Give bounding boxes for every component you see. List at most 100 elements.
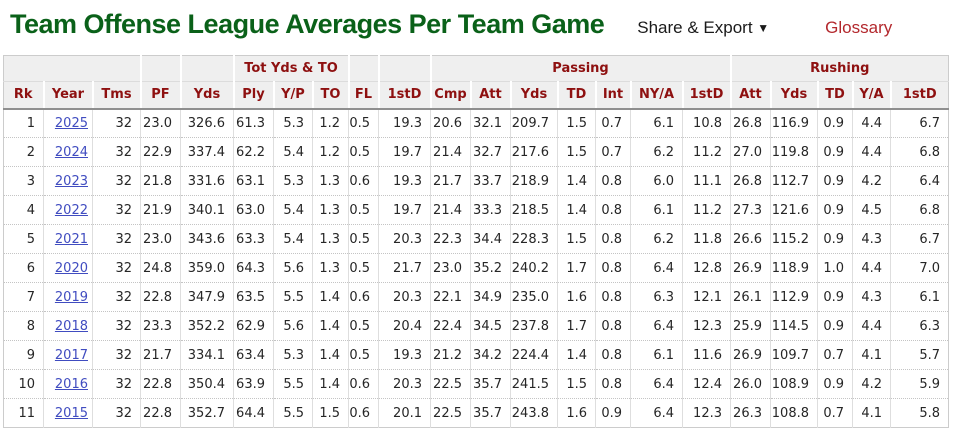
stat-cell: 21.4 bbox=[430, 137, 471, 167]
stat-cell: 61.3 bbox=[233, 108, 274, 138]
stat-cell: 6.4 bbox=[630, 311, 683, 341]
col-header-7-to[interactable]: TO bbox=[311, 81, 349, 110]
col-header-14-int[interactable]: Int bbox=[594, 81, 631, 110]
stat-cell: 1.0 bbox=[817, 253, 853, 283]
col-header-0-rk[interactable]: Rk bbox=[3, 81, 44, 110]
stat-cell: 22.4 bbox=[430, 311, 471, 341]
stat-cell: 237.8 bbox=[510, 311, 558, 341]
share-export-menu[interactable]: Share & Export ▼ bbox=[637, 18, 769, 38]
rank-cell: 1 bbox=[26, 115, 35, 131]
share-export-label: Share & Export bbox=[637, 18, 753, 37]
col-header-20-y-a[interactable]: Y/A bbox=[851, 81, 891, 110]
group-header-spacer bbox=[377, 55, 431, 82]
col-header-2-tms[interactable]: Tms bbox=[91, 81, 141, 110]
col-header-10-cmp[interactable]: Cmp bbox=[429, 81, 471, 110]
stat-cell: 0.7 bbox=[595, 108, 631, 138]
year-link[interactable]: 2018 bbox=[54, 318, 88, 334]
year-link[interactable]: 2023 bbox=[54, 173, 88, 189]
year-link[interactable]: 2015 bbox=[54, 405, 88, 421]
stat-cell: 1.6 bbox=[557, 282, 596, 312]
stat-cell: 24.8 bbox=[140, 253, 181, 283]
col-header-11-att[interactable]: Att bbox=[469, 81, 511, 110]
col-header-1-year[interactable]: Year bbox=[42, 81, 93, 110]
stat-cell: 32 bbox=[92, 398, 141, 428]
stat-cell: 26.3 bbox=[730, 398, 771, 428]
stat-cell: 0.8 bbox=[595, 195, 631, 225]
stat-cell: 6.2 bbox=[630, 224, 683, 254]
stat-cell: 26.6 bbox=[730, 224, 771, 254]
stat-cell: 115.2 bbox=[770, 224, 818, 254]
stat-cell: 27.3 bbox=[730, 195, 771, 225]
col-header-21-1std[interactable]: 1stD bbox=[889, 81, 949, 110]
stat-cell: 6.1 bbox=[630, 195, 683, 225]
stat-cell: 0.7 bbox=[817, 340, 853, 370]
year-link[interactable]: 2019 bbox=[54, 289, 88, 305]
stat-cell: 112.9 bbox=[770, 282, 818, 312]
stat-cell: 11.2 bbox=[682, 195, 731, 225]
stat-cell: 22.3 bbox=[430, 224, 471, 254]
stat-cell: 20.3 bbox=[378, 224, 431, 254]
table-row: 11 2015 32 22.8 352.7 64.4 5.5 1.5 0.6 20.1 22.5 35… bbox=[3, 398, 949, 428]
year-cell: 2022 bbox=[43, 195, 93, 225]
stat-cell: 108.9 bbox=[770, 369, 818, 399]
stat-cell: 235.0 bbox=[510, 282, 558, 312]
col-header-12-yds[interactable]: Yds bbox=[509, 81, 558, 110]
stat-cell: 23.0 bbox=[140, 108, 181, 138]
year-link[interactable]: 2021 bbox=[54, 231, 88, 247]
stat-cell: 21.9 bbox=[140, 195, 181, 225]
col-header-18-yds[interactable]: Yds bbox=[769, 81, 818, 110]
stat-cell: 6.1 bbox=[630, 108, 683, 138]
stat-cell: 0.8 bbox=[595, 340, 631, 370]
col-header-8-fl[interactable]: FL bbox=[347, 81, 379, 110]
stat-cell: 21.8 bbox=[140, 166, 181, 196]
stat-cell: 0.5 bbox=[348, 137, 379, 167]
stat-cell: 32 bbox=[92, 166, 141, 196]
stat-cell: 64.3 bbox=[233, 253, 274, 283]
stat-cell: 22.1 bbox=[430, 282, 471, 312]
stat-cell: 1.2 bbox=[312, 108, 349, 138]
col-header-4-yds[interactable]: Yds bbox=[179, 81, 234, 110]
col-header-3-pf[interactable]: PF bbox=[139, 81, 181, 110]
stat-cell: 352.7 bbox=[180, 398, 234, 428]
stat-cell: 1.5 bbox=[557, 137, 596, 167]
col-header-6-y-p[interactable]: Y/P bbox=[272, 81, 313, 110]
stat-cell: 32 bbox=[92, 108, 141, 138]
table-row: 7 2019 32 22.8 347.9 63.5 5.5 1.4 0.6 20.3 22.1 34.… bbox=[3, 282, 949, 312]
stat-cell: 5.5 bbox=[273, 282, 313, 312]
col-header-16-1std[interactable]: 1stD bbox=[681, 81, 731, 110]
stat-cell: 1.3 bbox=[312, 253, 349, 283]
year-link[interactable]: 2024 bbox=[54, 144, 88, 160]
col-header-9-1std[interactable]: 1stD bbox=[377, 81, 431, 110]
stat-cell: 1.4 bbox=[312, 369, 349, 399]
year-link[interactable]: 2020 bbox=[54, 260, 88, 276]
stat-cell: 1.5 bbox=[557, 369, 596, 399]
stat-cell: 1.4 bbox=[557, 340, 596, 370]
stat-cell: 32 bbox=[92, 369, 141, 399]
rank-cell: 10 bbox=[3, 369, 44, 399]
stat-cell: 4.4 bbox=[852, 108, 891, 138]
col-header-13-td[interactable]: TD bbox=[556, 81, 596, 110]
table-row: 3 2023 32 21.8 331.6 63.1 5.3 1.3 0.6 19.3 21.7 33.… bbox=[3, 166, 949, 196]
stat-cell: 4.1 bbox=[852, 398, 891, 428]
stat-cell: 22.8 bbox=[140, 369, 181, 399]
stat-cell: 34.9 bbox=[470, 282, 511, 312]
stat-cell: 63.4 bbox=[233, 340, 274, 370]
col-header-19-td[interactable]: TD bbox=[816, 81, 853, 110]
stat-cell: 26.8 bbox=[730, 108, 771, 138]
year-link[interactable]: 2025 bbox=[54, 115, 88, 131]
stat-cell: 0.8 bbox=[595, 282, 631, 312]
col-header-17-att[interactable]: Att bbox=[729, 81, 771, 110]
group-header-passing: Passing bbox=[429, 55, 731, 82]
col-header-15-ny-a[interactable]: NY/A bbox=[629, 81, 683, 110]
stat-cell: 217.6 bbox=[510, 137, 558, 167]
year-link[interactable]: 2022 bbox=[54, 202, 88, 218]
caret-down-icon: ▼ bbox=[757, 21, 770, 35]
glossary-link[interactable]: Glossary bbox=[825, 18, 893, 37]
year-link[interactable]: 2017 bbox=[54, 347, 88, 363]
year-link[interactable]: 2016 bbox=[54, 376, 88, 392]
stat-cell: 27.0 bbox=[730, 137, 771, 167]
col-header-5-ply[interactable]: Ply bbox=[232, 81, 274, 110]
stat-cell: 32 bbox=[92, 340, 141, 370]
stat-cell: 26.9 bbox=[730, 253, 771, 283]
stat-cell: 4.4 bbox=[852, 253, 891, 283]
